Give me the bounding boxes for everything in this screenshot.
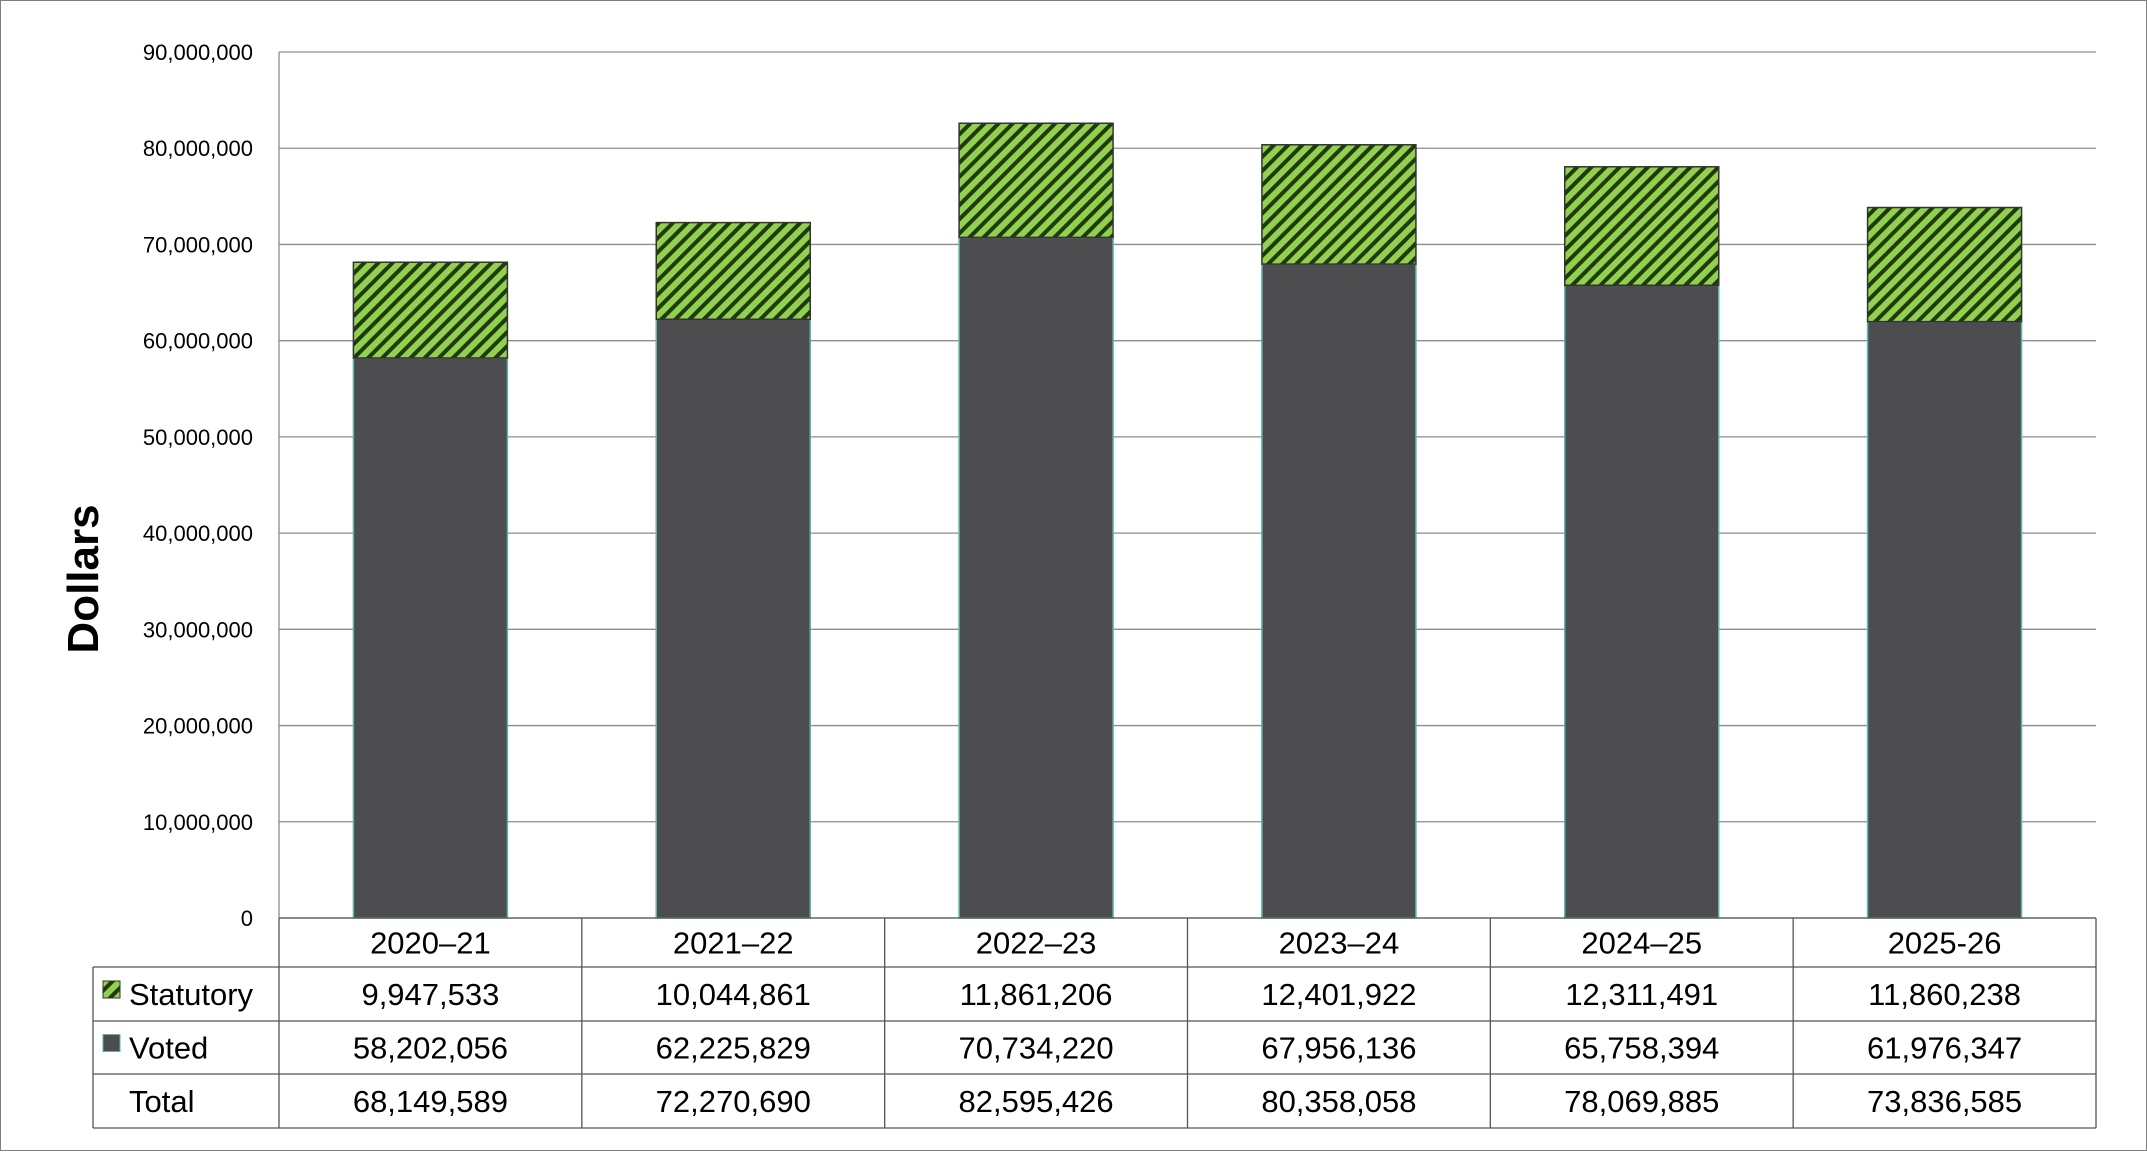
y-axis-label: Dollars [59,504,108,653]
y-tick-label: 50,000,000 [143,425,253,450]
bar-voted [958,236,1114,919]
table-cell: 82,595,426 [959,1084,1114,1119]
bars [352,122,2023,919]
bar-voted [352,357,509,919]
y-tick-label: 0 [241,906,253,931]
table-cell: 9,947,533 [361,977,499,1012]
legend-swatch-voted [102,1034,121,1052]
table-row-label: Total [129,1084,194,1119]
x-tick-label: 2025-26 [1888,926,2002,961]
table-cell: 78,069,885 [1564,1084,1719,1119]
table-cell: 10,044,861 [656,977,811,1012]
y-tick-label: 60,000,000 [143,329,253,354]
table-cell: 11,860,238 [1868,977,2021,1012]
legend-swatch-statutory [102,980,121,999]
bar-statutory [1564,166,1720,287]
table-cell: 11,861,206 [960,977,1113,1012]
bar-voted [655,318,811,919]
y-tick-label: 80,000,000 [143,136,253,161]
x-tick-label: 2024–25 [1581,926,1702,961]
x-tick-label: 2021–22 [673,926,794,961]
table-cell: 80,358,058 [1261,1084,1416,1119]
bar-statutory [352,261,509,359]
bar-statutory [958,122,1114,239]
bar-voted [1866,320,2023,919]
y-tick-label: 40,000,000 [143,521,253,546]
table-cell: 72,270,690 [656,1084,811,1119]
bar-statutory [1261,144,1417,265]
y-tick-label: 70,000,000 [143,232,253,257]
bar-voted [1564,284,1720,919]
table-cell: 67,956,136 [1261,1031,1416,1066]
bar-voted [1261,263,1417,919]
x-tick-label: 2020–21 [370,926,491,961]
table-row-label: Voted [129,1031,208,1066]
gridlines [278,51,2096,919]
y-tick-label: 90,000,000 [143,40,253,65]
table-cell: 73,836,585 [1867,1084,2022,1119]
y-tick-label: 30,000,000 [143,617,253,642]
table-cell: 70,734,220 [959,1031,1114,1066]
bar-statutory [1866,206,2023,323]
y-axis-ticks: 0 10,000,000 20,000,000 30,000,000 40,000,00… [143,40,253,931]
x-tick-label: 2022–23 [976,926,1097,961]
table-cell: 65,758,394 [1564,1031,1719,1066]
bar-statutory [655,221,811,320]
table-cell: 12,311,491 [1565,977,1718,1012]
table-cell: 12,401,922 [1261,977,1416,1012]
table-cell: 62,225,829 [656,1031,811,1066]
x-tick-label: 2023–24 [1279,926,1400,961]
data-table: 2020–21 2021–22 2022–23 2023–24 2024–25 2025-… [92,917,2097,1129]
y-tick-label: 10,000,000 [143,810,253,835]
table-row-label: Statutory [129,977,254,1012]
y-tick-label: 20,000,000 [143,714,253,739]
table-cell: 68,149,589 [353,1084,508,1119]
table-cell: 61,976,347 [1867,1031,2022,1066]
table-cell: 58,202,056 [353,1031,508,1066]
